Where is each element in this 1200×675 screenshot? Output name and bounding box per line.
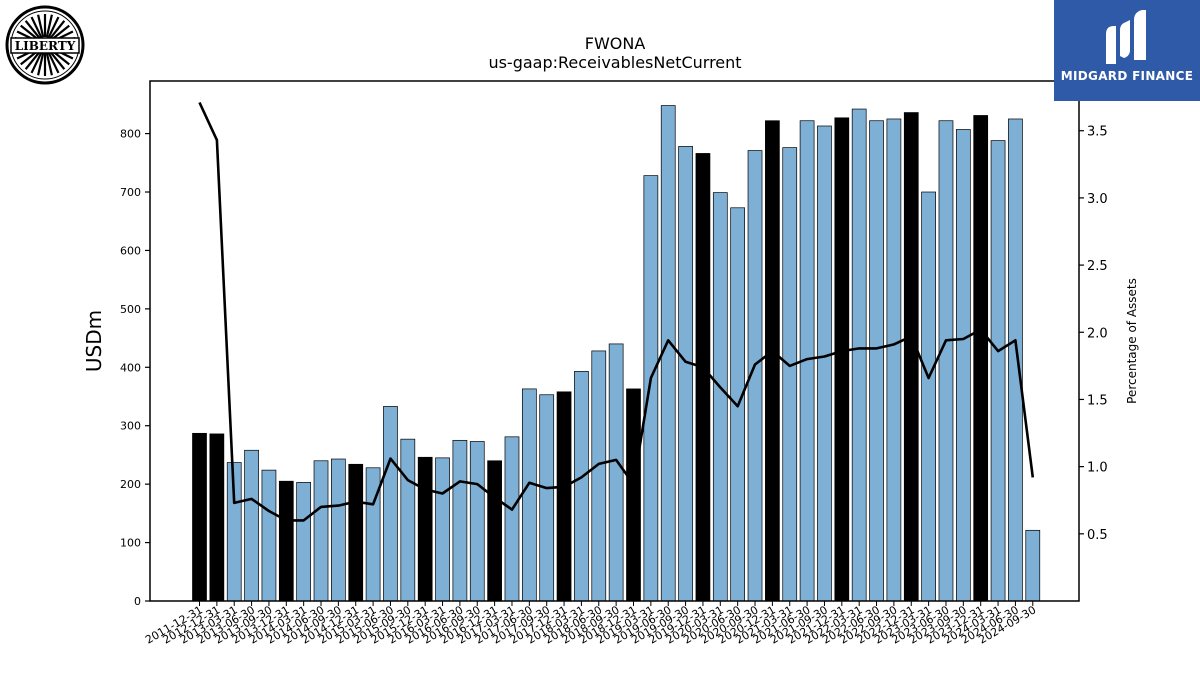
y-tick-label: 700 [120, 186, 141, 199]
y-tick-label: 200 [120, 478, 141, 491]
bar-2013-06-30 [244, 449, 259, 602]
y-axis-label: USDm [82, 310, 106, 372]
bar-2018-09-30 [608, 343, 624, 602]
line-percentage-of-assets [198, 101, 1035, 522]
y-tick-label: 0 [134, 595, 141, 608]
bar-2016-12-31 [487, 460, 502, 602]
chart-subtitle: us-gaap:ReceivablesNetCurrent [488, 53, 741, 72]
bar-2017-09-30 [539, 394, 555, 602]
seal-ray [47, 16, 60, 39]
seal-ray [37, 14, 45, 38]
seal-ray [45, 52, 53, 76]
bar-2022-06-30 [869, 120, 884, 602]
bar-2018-12-31 [626, 388, 641, 602]
bar-2017-03-31 [504, 436, 520, 602]
bar-2020-12-31 [765, 120, 780, 602]
y2-tick-label: 2.0 [1087, 326, 1108, 341]
axes-group: 0 100 200 300 400 500 600 700 800 0.5 1.0 1.5 2.0 2.5… [120, 80, 1108, 647]
bar-2017-06-30 [521, 388, 537, 602]
bar-2016-09-30 [469, 441, 485, 602]
bar-2015-12-31 [417, 456, 433, 602]
bar-2015-09-30 [400, 438, 416, 602]
bar-2015-06-30 [383, 406, 398, 602]
bar-2022-12-31 [903, 112, 919, 602]
bars-group [192, 105, 1041, 602]
bar-2023-12-31 [973, 115, 989, 602]
bar-2012-12-31 [209, 433, 225, 602]
seal-ray [30, 51, 43, 74]
bar-2024-06-30 [1008, 118, 1023, 602]
bar-2011-12-31 [192, 432, 207, 602]
seal-ray [45, 14, 53, 38]
bar-2017-12-31 [556, 391, 572, 602]
y-tick-label: 100 [120, 537, 141, 550]
bar-2023-09-30 [955, 129, 971, 602]
bar-2018-03-31 [574, 371, 589, 602]
y2-tick-label: 1.5 [1087, 393, 1108, 408]
y2-tick-label: 3.0 [1087, 192, 1108, 207]
bar-2016-03-31 [435, 457, 450, 602]
bar-2014-06-30 [313, 460, 329, 602]
bar-2019-03-31 [643, 175, 659, 602]
bar-2023-03-31 [921, 191, 936, 602]
midgard-logo-text: MIDGARD FINANCE [1060, 69, 1194, 83]
bar-2021-09-30 [817, 125, 832, 602]
bar-2014-12-31 [348, 463, 364, 602]
y2-tick-label: 3.5 [1087, 125, 1108, 140]
seal-ray [49, 20, 66, 40]
seal-ray [49, 50, 66, 70]
y-tick-label: 600 [120, 244, 141, 257]
chart-title: FWONA [585, 34, 646, 53]
y-tick-label: 400 [120, 361, 141, 374]
bar-2015-03-31 [365, 467, 381, 602]
liberty-logo-text: LIBERTY [15, 39, 76, 53]
y2-tick-label: 2.5 [1087, 259, 1108, 274]
midgard-mark-icon [1106, 10, 1146, 64]
y-tick-label: 300 [120, 420, 141, 433]
bar-2023-06-30 [938, 120, 954, 602]
seal-ray [47, 51, 60, 74]
plot-frame [149, 80, 1080, 602]
bar-2014-09-30 [331, 458, 346, 602]
bar-2013-12-31 [278, 480, 294, 602]
seal-ray [30, 16, 43, 39]
bar-2019-12-31 [695, 153, 711, 602]
bar-2022-03-31 [851, 108, 867, 602]
y-tick-label: 800 [120, 128, 141, 141]
bar-2024-09-30 [1025, 529, 1041, 602]
bar-2019-09-30 [678, 146, 693, 602]
y2-tick-label: 0.5 [1087, 528, 1108, 543]
bar-2022-09-30 [886, 118, 902, 602]
seal-ray [37, 52, 45, 76]
seal-ray [24, 50, 41, 70]
bar-2018-06-30 [591, 350, 607, 602]
midgard-finance-logo: MIDGARD FINANCE [1054, 0, 1200, 101]
bar-2020-03-31 [712, 192, 728, 602]
line-group [198, 101, 1035, 522]
y2-tick-label: 1.0 [1087, 461, 1108, 476]
liberty-seal-icon: LIBERTY [5, 5, 85, 85]
bar-2021-12-31 [834, 117, 850, 602]
bar-2024-03-31 [990, 140, 1006, 602]
y-tick-label: 500 [120, 303, 141, 316]
bar-2014-03-31 [296, 482, 312, 602]
bar-2016-06-30 [452, 439, 468, 602]
y2-axis-label: Percentage of Assets [1125, 278, 1139, 404]
seal-ray [24, 20, 41, 40]
bar-2021-03-31 [782, 147, 798, 602]
bar-2013-09-30 [261, 469, 277, 602]
liberty-logo: LIBERTY [5, 5, 85, 85]
